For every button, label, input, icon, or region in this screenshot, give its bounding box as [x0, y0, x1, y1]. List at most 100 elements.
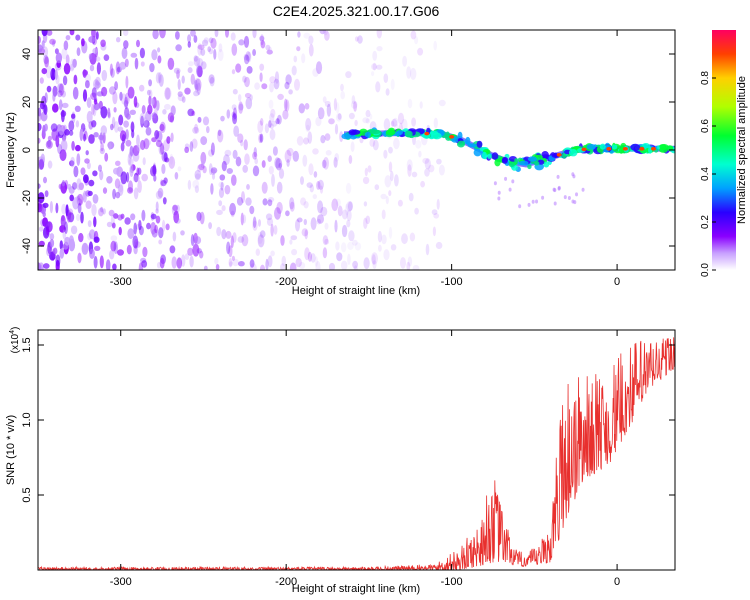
noise-blob: [159, 123, 165, 132]
signal-blob: [396, 130, 403, 135]
noise-blob: [337, 205, 343, 217]
noise-blob: [72, 182, 78, 190]
noise-blob: [121, 134, 126, 144]
noise-blob: [320, 135, 326, 144]
noise-blob: [75, 120, 80, 128]
colorbar-tick-label: 0.8: [700, 71, 711, 85]
noise-blob: [213, 48, 217, 60]
noise-blob: [340, 83, 344, 92]
noise-blob: [78, 182, 85, 191]
noise-blob: [203, 265, 208, 270]
noise-blob: [277, 114, 282, 125]
y-tick-label: 0.5: [21, 487, 33, 502]
noise-blob: [417, 47, 424, 56]
noise-blob: [133, 96, 138, 108]
noise-blob: [67, 183, 72, 190]
noise-blob: [49, 233, 55, 240]
noise-blob: [291, 248, 298, 256]
noise-blob: [313, 171, 318, 178]
snr-y-axis: 0.5 1.0 1.5: [21, 337, 675, 503]
noise-blob: [324, 133, 331, 141]
noise-blob: [232, 111, 237, 121]
x-tick-label: -300: [110, 576, 132, 588]
noise-blob: [210, 167, 218, 174]
noise-blob: [261, 181, 268, 194]
noise-blob: [257, 231, 263, 244]
noise-blob: [91, 87, 97, 98]
noise-blob: [241, 191, 245, 204]
signal-blob: [508, 162, 515, 167]
noise-blob: [175, 31, 180, 40]
noise-blob: [147, 104, 153, 115]
noise-blob: [341, 209, 348, 220]
noise-blob: [406, 66, 412, 79]
noise-blob: [59, 225, 66, 233]
noise-blob: [192, 243, 200, 257]
noise-blob: [76, 178, 82, 191]
noise-blob: [296, 46, 301, 52]
noise-blob: [138, 219, 142, 231]
noise-blob: [290, 235, 298, 241]
noise-blob: [353, 101, 357, 112]
snr-y-label: SNR (10 * v/v): [5, 415, 17, 485]
noise-blob: [170, 105, 176, 116]
noise-blob: [114, 81, 118, 91]
noise-blob: [121, 47, 128, 59]
signal-scatter: [541, 195, 545, 200]
noise-blob: [123, 120, 129, 128]
noise-blob: [276, 201, 283, 214]
noise-blob: [252, 220, 258, 231]
noise-blob: [155, 215, 161, 224]
noise-blob: [165, 223, 170, 231]
noise-blob: [197, 66, 203, 78]
signal-blob: [457, 131, 463, 140]
noise-blob: [107, 111, 111, 119]
noise-blob: [150, 213, 157, 220]
noise-blob: [294, 78, 300, 91]
noise-blob: [110, 68, 115, 78]
noise-blob: [39, 77, 44, 84]
noise-blob: [194, 236, 202, 245]
noise-blob: [390, 120, 395, 127]
noise-blob: [38, 107, 42, 117]
noise-blob: [76, 153, 81, 166]
noise-blob: [257, 234, 265, 248]
noise-blob: [44, 56, 49, 68]
noise-blob: [244, 92, 252, 99]
signal-scatter: [535, 199, 539, 204]
noise-blob: [139, 84, 145, 92]
noise-blob: [270, 250, 275, 257]
noise-blob: [121, 93, 127, 105]
noise-blob: [243, 53, 249, 61]
noise-blob: [187, 108, 195, 117]
noise-blob: [202, 165, 207, 174]
spectrogram-signal-track: [341, 127, 675, 209]
noise-blob: [433, 213, 440, 219]
colorbar-tick-label: 0.2: [700, 215, 711, 229]
noise-blob: [289, 201, 295, 212]
noise-blob: [267, 199, 273, 207]
noise-blob: [339, 131, 344, 143]
noise-blob: [140, 61, 145, 67]
noise-blob: [139, 47, 145, 59]
noise-blob: [249, 205, 255, 215]
noise-blob: [202, 116, 210, 126]
noise-blob: [95, 56, 101, 62]
noise-blob: [321, 159, 327, 169]
noise-blob: [261, 83, 268, 90]
noise-blob: [353, 265, 358, 270]
noise-blob: [49, 201, 54, 214]
noise-blob: [283, 98, 288, 111]
noise-blob: [88, 53, 93, 60]
noise-blob: [100, 106, 108, 119]
noise-blob: [371, 252, 378, 265]
noise-blob: [194, 185, 199, 194]
noise-blob: [218, 43, 223, 53]
noise-blob: [71, 113, 76, 119]
noise-blob: [340, 91, 346, 100]
noise-blob: [81, 38, 85, 47]
noise-blob: [224, 149, 232, 157]
noise-blob: [108, 142, 112, 151]
signal-blob: [432, 132, 442, 140]
noise-blob: [38, 122, 42, 132]
